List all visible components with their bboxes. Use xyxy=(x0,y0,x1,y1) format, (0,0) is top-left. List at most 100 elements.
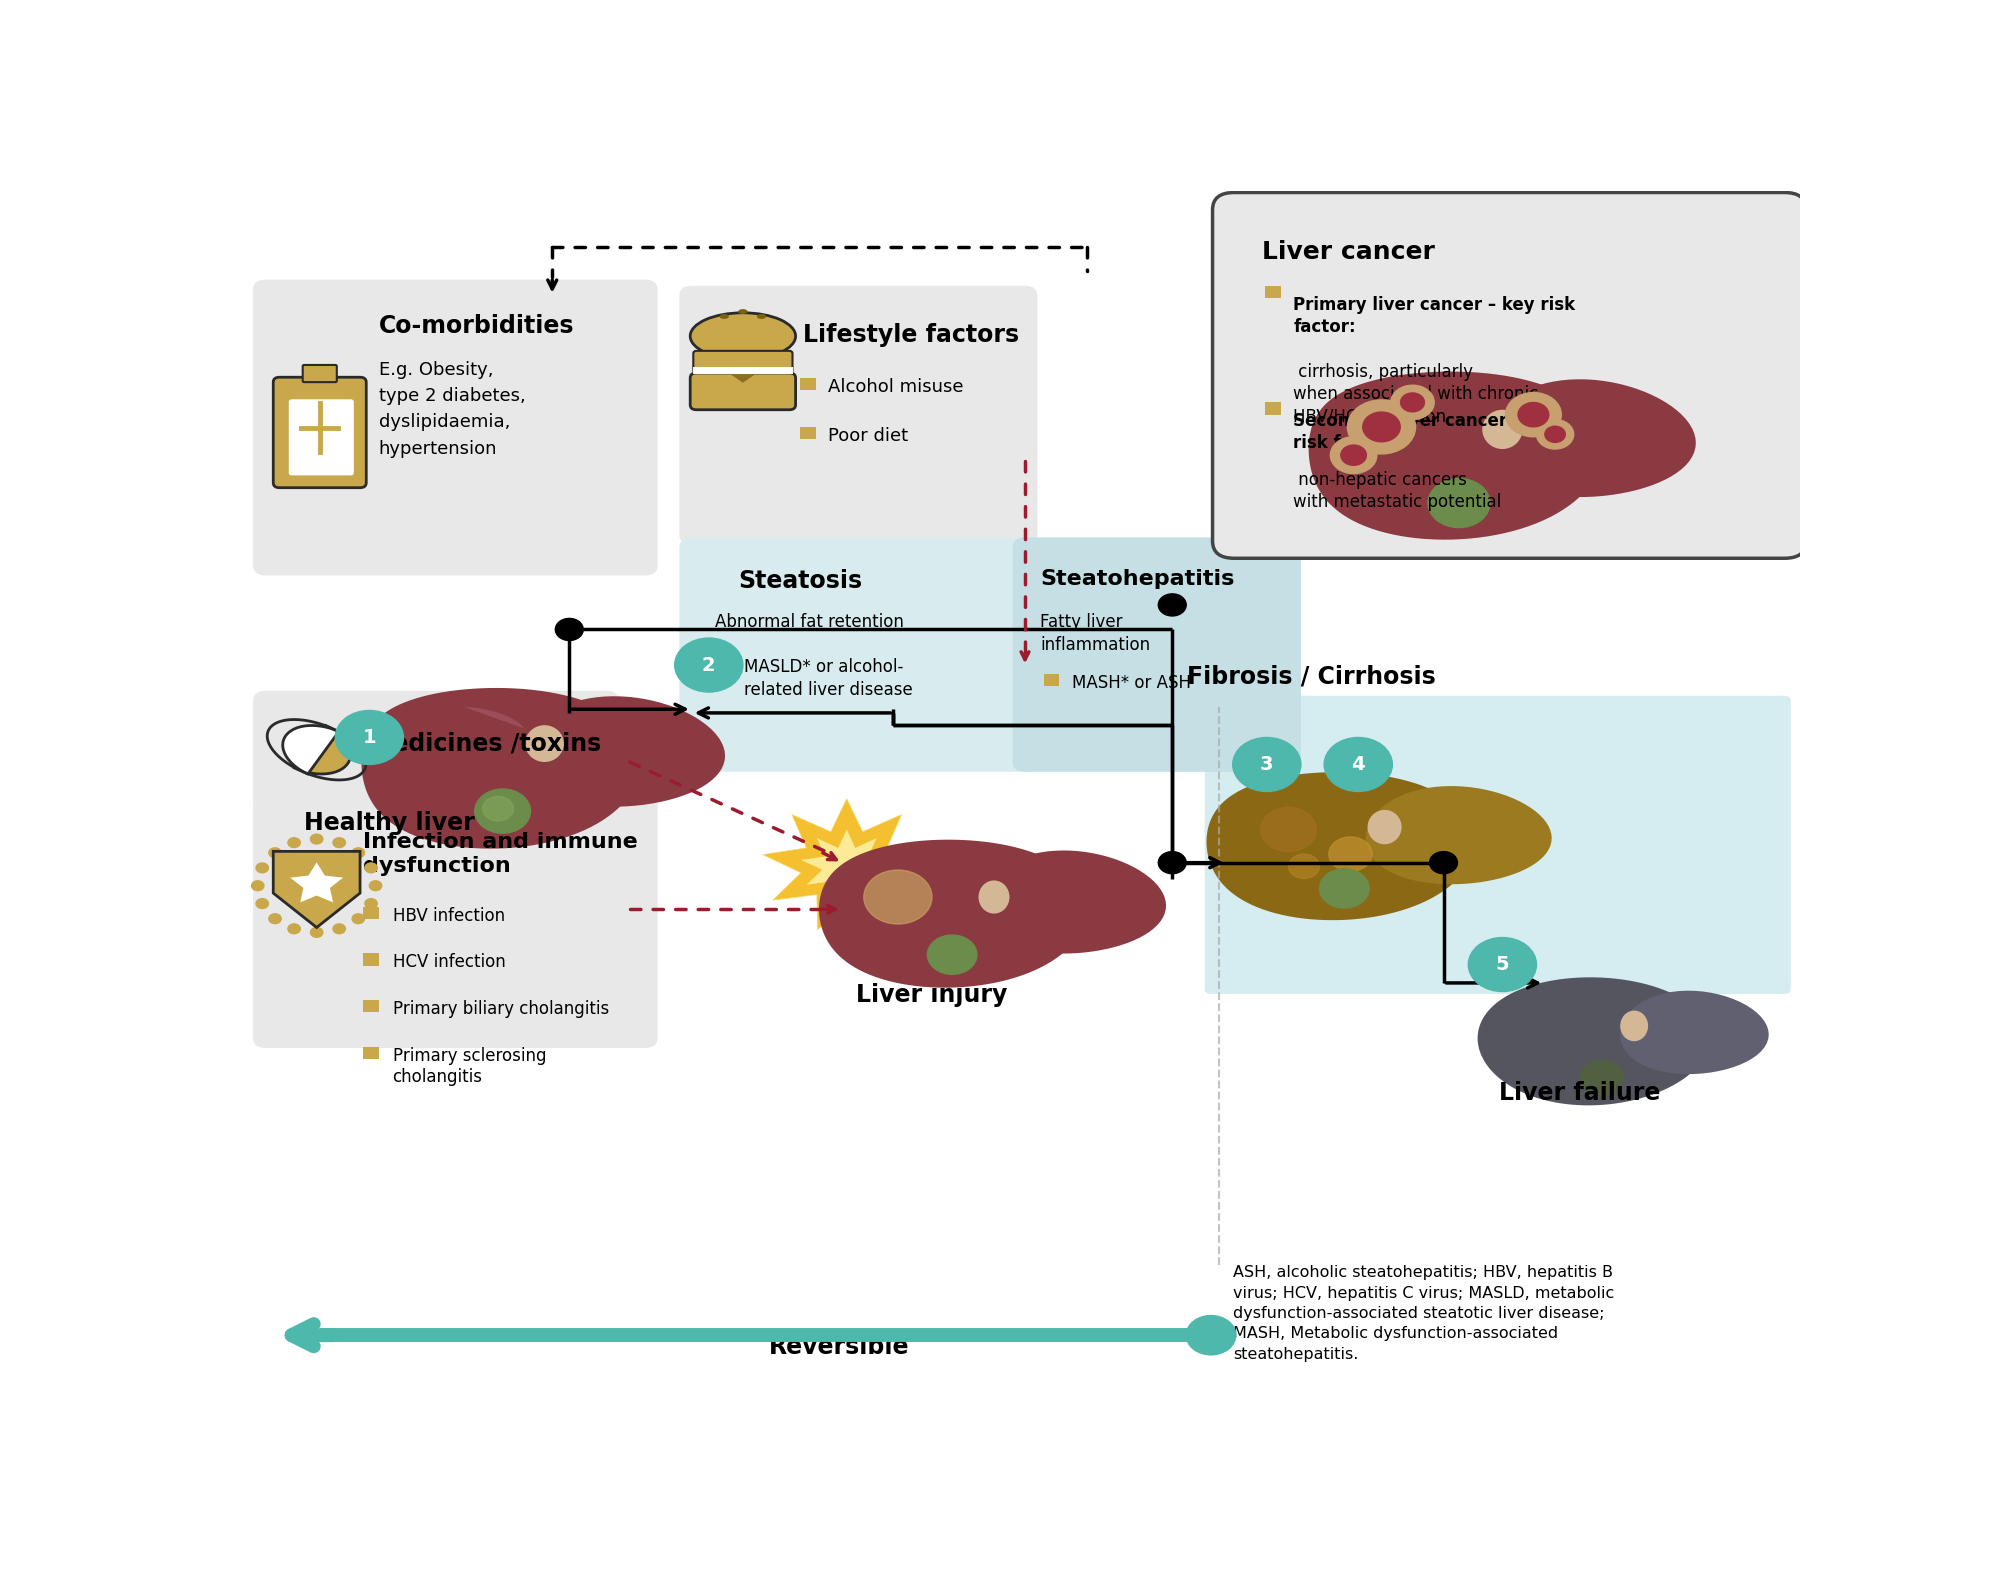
Text: ASH, alcoholic steatohepatitis; HBV, hepatitis B
virus; HCV, hepatitis C virus; : ASH, alcoholic steatohepatitis; HBV, hep… xyxy=(1232,1266,1614,1361)
Circle shape xyxy=(1158,851,1186,874)
Polygon shape xyxy=(1620,991,1768,1074)
FancyBboxPatch shape xyxy=(254,690,618,808)
Text: E.g. Obesity,
type 2 diabetes,
dyslipidaemia,
hypertension: E.g. Obesity, type 2 diabetes, dyslipida… xyxy=(378,360,526,457)
Circle shape xyxy=(1186,1315,1236,1355)
Polygon shape xyxy=(820,840,1086,988)
Circle shape xyxy=(352,913,364,923)
Circle shape xyxy=(1544,426,1566,443)
Circle shape xyxy=(268,848,282,858)
FancyBboxPatch shape xyxy=(1012,537,1300,771)
Text: Secondary liver cancer – key
risk factor:: Secondary liver cancer – key risk factor… xyxy=(1294,413,1560,453)
Text: 3: 3 xyxy=(1260,756,1274,775)
Text: Healthy liver: Healthy liver xyxy=(304,811,474,835)
Polygon shape xyxy=(1478,977,1710,1105)
Polygon shape xyxy=(800,829,892,901)
Ellipse shape xyxy=(720,314,728,319)
Polygon shape xyxy=(294,725,350,775)
FancyBboxPatch shape xyxy=(694,351,792,373)
Polygon shape xyxy=(524,697,726,807)
Circle shape xyxy=(1362,413,1400,442)
Ellipse shape xyxy=(756,314,766,319)
Polygon shape xyxy=(282,725,338,775)
Polygon shape xyxy=(274,851,360,928)
FancyBboxPatch shape xyxy=(254,795,658,1047)
Text: Liver injury: Liver injury xyxy=(856,983,1008,1007)
Text: MASLD* or alcohol-
related liver disease: MASLD* or alcohol- related liver disease xyxy=(744,658,914,698)
Circle shape xyxy=(474,789,530,834)
Circle shape xyxy=(1330,437,1376,473)
Circle shape xyxy=(288,838,300,848)
Circle shape xyxy=(310,834,322,843)
Text: Liver failure: Liver failure xyxy=(1500,1081,1660,1105)
FancyBboxPatch shape xyxy=(680,285,1038,545)
Circle shape xyxy=(252,881,264,891)
Polygon shape xyxy=(980,851,1166,953)
Circle shape xyxy=(352,848,364,858)
Text: 4: 4 xyxy=(1352,756,1366,775)
Text: Fibrosis / Cirrhosis: Fibrosis / Cirrhosis xyxy=(1188,665,1436,689)
Circle shape xyxy=(364,862,378,874)
Ellipse shape xyxy=(1368,810,1402,845)
FancyBboxPatch shape xyxy=(288,400,354,475)
Text: Liver cancer: Liver cancer xyxy=(1262,241,1436,265)
Circle shape xyxy=(364,899,378,909)
Circle shape xyxy=(1340,445,1366,465)
Circle shape xyxy=(1390,386,1434,419)
Circle shape xyxy=(1518,403,1548,427)
Circle shape xyxy=(1260,808,1316,851)
Circle shape xyxy=(1430,851,1458,874)
Circle shape xyxy=(1348,400,1416,454)
Text: Lifestyle factors: Lifestyle factors xyxy=(804,322,1020,346)
FancyBboxPatch shape xyxy=(1212,193,1806,558)
Circle shape xyxy=(310,928,322,937)
Text: Primary biliary cholangitis: Primary biliary cholangitis xyxy=(392,999,608,1019)
Circle shape xyxy=(556,618,584,641)
Circle shape xyxy=(256,899,268,909)
Circle shape xyxy=(1400,394,1424,411)
Text: Fatty liver
inflammation: Fatty liver inflammation xyxy=(1040,614,1150,655)
Text: Poor diet: Poor diet xyxy=(828,427,908,445)
Text: Primary sclerosing
cholangitis: Primary sclerosing cholangitis xyxy=(392,1047,546,1086)
Text: 2: 2 xyxy=(702,655,716,674)
Circle shape xyxy=(336,711,404,765)
FancyBboxPatch shape xyxy=(274,378,366,488)
Circle shape xyxy=(674,638,742,692)
Circle shape xyxy=(268,913,282,923)
Circle shape xyxy=(370,881,382,891)
Polygon shape xyxy=(290,862,344,902)
Text: MASH* or ASH: MASH* or ASH xyxy=(1072,674,1190,692)
Text: Alcohol misuse: Alcohol misuse xyxy=(828,378,964,395)
Circle shape xyxy=(1468,937,1536,991)
Circle shape xyxy=(1328,837,1372,872)
Text: 1: 1 xyxy=(362,728,376,748)
Circle shape xyxy=(1536,419,1574,450)
FancyBboxPatch shape xyxy=(364,907,378,920)
Ellipse shape xyxy=(738,309,748,314)
Text: HCV infection: HCV infection xyxy=(392,953,506,971)
Polygon shape xyxy=(1366,786,1552,885)
Circle shape xyxy=(1324,738,1392,792)
Circle shape xyxy=(1580,1060,1624,1095)
Text: Abnormal fat retention: Abnormal fat retention xyxy=(716,614,904,631)
Circle shape xyxy=(482,797,514,821)
Circle shape xyxy=(332,838,346,848)
Circle shape xyxy=(928,936,976,974)
Circle shape xyxy=(1506,392,1562,437)
FancyBboxPatch shape xyxy=(718,658,734,669)
Text: Steatohepatitis: Steatohepatitis xyxy=(1040,569,1234,590)
Text: Infection and immune
dysfunction: Infection and immune dysfunction xyxy=(364,832,638,877)
FancyBboxPatch shape xyxy=(254,279,658,575)
Text: HBV infection: HBV infection xyxy=(392,907,504,925)
Circle shape xyxy=(1428,478,1490,528)
Ellipse shape xyxy=(1620,1011,1648,1041)
Circle shape xyxy=(256,862,268,874)
FancyBboxPatch shape xyxy=(800,378,816,391)
Polygon shape xyxy=(1206,771,1474,920)
Circle shape xyxy=(864,870,932,925)
Polygon shape xyxy=(464,706,524,728)
Text: Primary liver cancer – key risk
factor:: Primary liver cancer – key risk factor: xyxy=(1294,295,1576,336)
Polygon shape xyxy=(1308,371,1604,540)
FancyBboxPatch shape xyxy=(364,999,378,1012)
FancyBboxPatch shape xyxy=(364,1047,378,1058)
Ellipse shape xyxy=(690,312,796,359)
